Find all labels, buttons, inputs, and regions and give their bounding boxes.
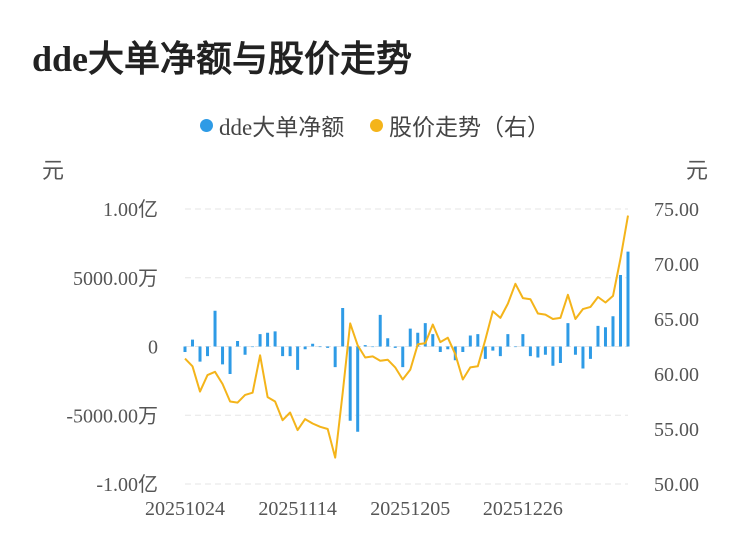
dde-bar [618, 275, 622, 347]
dde-bar [438, 346, 442, 352]
dde-bars [183, 251, 630, 432]
x-tick-label: 20251205 [370, 498, 450, 520]
legend-marker-dde [200, 118, 214, 132]
dde-bar [543, 346, 547, 355]
legend-label-dde: dde大单净额 [219, 115, 345, 140]
dde-bar [236, 341, 240, 347]
left-axis-unit: 元 [42, 158, 64, 183]
x-tick-label: 20251114 [258, 498, 337, 520]
dde-bar [468, 335, 472, 347]
dde-bar [296, 346, 300, 370]
dde-bar [513, 346, 517, 348]
dde-bar [341, 308, 345, 347]
x-tick-label: 20251024 [145, 498, 225, 520]
dde-bar [386, 338, 390, 347]
dde-bar [213, 310, 217, 347]
dde-bar [303, 346, 307, 350]
dde-bar [243, 346, 247, 355]
x-tick-label: 20251226 [483, 498, 563, 520]
dde-bar [191, 339, 195, 347]
dde-bar [581, 346, 585, 369]
price-line-layer [184, 215, 629, 459]
dde-bar [491, 346, 495, 351]
right-axis-unit: 元 [686, 158, 708, 183]
right-tick-label: 55.00 [654, 419, 699, 441]
dde-bar [206, 346, 210, 357]
dde-bar [371, 346, 375, 348]
left-tick-label: 5000.00万 [73, 268, 158, 290]
dde-bar [288, 346, 292, 357]
dde-bar [408, 328, 412, 347]
dde-bar [536, 346, 540, 358]
dde-bar [228, 346, 232, 374]
dde-bar [281, 346, 285, 357]
dde-bar [333, 346, 337, 368]
dde-bar [611, 316, 615, 347]
left-tick-label: -1.00亿 [96, 473, 158, 496]
dde-bar [498, 346, 502, 357]
left-tick-label: -5000.00万 [66, 405, 158, 427]
dde-bar [311, 343, 315, 347]
dde-bar [378, 314, 382, 347]
dde-bar [566, 323, 570, 347]
dde-bar [266, 332, 270, 347]
right-tick-label: 75.00 [654, 199, 699, 221]
left-tick-label: 0 [148, 337, 158, 359]
dde-bar [506, 334, 510, 347]
legend-item-price[interactable]: 股价走势（右） [369, 108, 550, 142]
dde-bar [363, 345, 367, 347]
dde-bar [573, 346, 577, 355]
dde-bar [221, 346, 225, 365]
dde-bar [356, 346, 360, 432]
dde-bar [318, 346, 322, 348]
dde-bar [603, 327, 607, 347]
dde-bar [183, 346, 187, 352]
dde-bar [348, 346, 352, 421]
dde-bar [423, 323, 427, 347]
right-tick-label: 50.00 [654, 474, 699, 496]
price-line [184, 215, 629, 459]
axis-labels: 1.00亿 5000.00万 0 -5000.00万 -1.00亿 75.00 70.00 6… [42, 158, 708, 520]
dde-bar [446, 346, 450, 350]
dde-bar [476, 334, 480, 347]
page-title: dde大单净额与股价走势 [32, 39, 413, 79]
right-tick-label: 60.00 [654, 364, 699, 386]
dde-bar [326, 346, 330, 348]
dde-bar [461, 346, 465, 352]
dde-bar [551, 346, 555, 366]
dde-bar [401, 346, 405, 368]
dde-bar [528, 346, 532, 357]
left-tick-label: 1.00亿 [103, 198, 158, 221]
dde-bar [393, 346, 397, 348]
legend-marker-price [369, 118, 383, 132]
dde-bar [483, 346, 487, 359]
dde-bar [273, 331, 277, 347]
dde-bar [431, 334, 435, 347]
chart-legend: dde大单净额 股价走势（右） [0, 108, 750, 142]
legend-item-dde[interactable]: dde大单净额 [200, 108, 344, 142]
right-tick-label: 70.00 [654, 254, 699, 276]
dde-bar [521, 334, 525, 347]
dde-bar [558, 346, 562, 363]
dde-bar [258, 334, 262, 347]
dde-bar [198, 346, 202, 362]
dde-bar [251, 346, 255, 348]
legend-label-price: 股价走势（右） [388, 115, 550, 140]
dde-bar [626, 251, 630, 347]
dde-bar [416, 332, 420, 347]
dde-bar [588, 346, 592, 359]
right-tick-label: 65.00 [654, 309, 699, 331]
dde-bar [596, 325, 600, 347]
